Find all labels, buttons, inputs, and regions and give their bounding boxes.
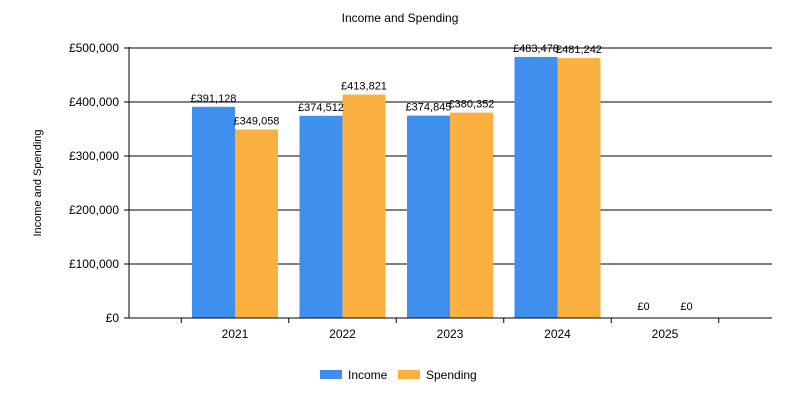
data-label: £349,058 xyxy=(234,116,280,128)
y-tick-label: £500,000 xyxy=(69,41,119,55)
legend-label-income: Income xyxy=(348,368,388,382)
data-label: £391,128 xyxy=(191,93,237,105)
data-labels: £391,128 £374,512 £374,845 £483,478 £0 £349,0… xyxy=(191,43,693,313)
data-label: £380,352 xyxy=(449,99,495,111)
y-tick-label: £0 xyxy=(106,311,120,325)
y-tick-label: £300,000 xyxy=(69,149,119,163)
bar-spending xyxy=(342,94,386,319)
x-tick-label: 2024 xyxy=(544,327,571,341)
x-tick-label: 2023 xyxy=(437,327,464,341)
data-label: £413,821 xyxy=(341,81,387,93)
legend: Income Spending xyxy=(320,368,477,382)
y-axis-title: Income and Spending xyxy=(32,129,44,236)
bars xyxy=(192,56,601,319)
bar-spending xyxy=(235,129,278,318)
data-label: £483,478 xyxy=(513,43,559,55)
y-tick-label: £400,000 xyxy=(69,95,119,109)
x-tick-label: 2022 xyxy=(329,327,356,341)
bar-income xyxy=(407,115,450,318)
axes: £0 £100,000 £200,000 £300,000 £400,000 £500,0… xyxy=(69,41,772,341)
y-tick-label: £100,000 xyxy=(69,257,119,271)
data-label: £0 xyxy=(680,301,692,313)
data-label: £481,242 xyxy=(556,44,602,56)
data-label: £374,845 xyxy=(406,102,452,114)
bar-income xyxy=(514,56,558,319)
bar-income xyxy=(299,115,343,318)
legend-swatch-spending xyxy=(398,370,420,379)
chart-title: Income and Spending xyxy=(342,11,459,25)
data-label: £374,512 xyxy=(298,102,344,114)
bar-spending xyxy=(450,112,493,318)
bar-income xyxy=(192,106,235,318)
legend-swatch-income xyxy=(320,370,342,379)
bar-spending xyxy=(557,58,601,318)
x-tick-label: 2025 xyxy=(652,327,679,341)
data-label: £0 xyxy=(637,301,649,313)
legend-label-spending: Spending xyxy=(426,368,477,382)
x-tick-label: 2021 xyxy=(222,327,249,341)
y-tick-label: £200,000 xyxy=(69,203,119,217)
